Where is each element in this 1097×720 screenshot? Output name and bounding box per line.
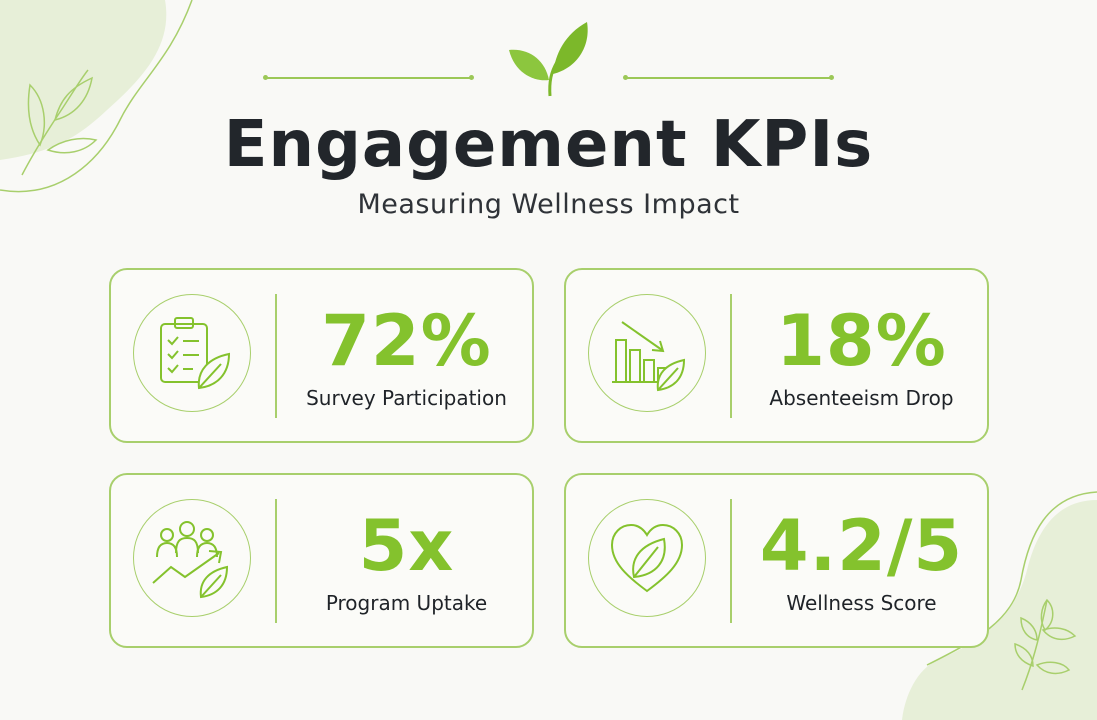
kpi-label: Wellness Score (786, 591, 937, 615)
kpi-divider (275, 294, 277, 418)
declining-bar-chart-leaf-icon (612, 321, 686, 392)
page-subtitle: Measuring Wellness Impact (357, 189, 740, 220)
header-divider-right (623, 75, 834, 80)
kpi-divider (730, 499, 732, 623)
kpi-icon-badge (133, 294, 251, 412)
kpi-value: 4.2/5 (759, 505, 964, 587)
kpi-icon-badge (588, 294, 706, 412)
heart-leaf-icon (610, 523, 684, 593)
kpi-icon-badge (588, 499, 706, 617)
people-growth-arrow-leaf-icon (152, 521, 229, 599)
kpi-icon-badge (133, 499, 251, 617)
kpi-label: Program Uptake (325, 591, 488, 615)
kpi-value: 5x (358, 505, 455, 587)
kpi-label: Survey Participation (306, 386, 507, 410)
kpi-value: 18% (776, 300, 947, 382)
kpi-card-absenteeism-drop: 18% Absenteeism Drop (564, 268, 989, 443)
header-divider-left (263, 75, 474, 80)
kpi-label: Absenteeism Drop (769, 386, 954, 410)
page-title: Engagement KPIs (223, 108, 874, 182)
clipboard-checklist-leaf-icon (160, 317, 231, 390)
leaf-sprout-icon (509, 22, 588, 97)
kpi-card-survey-participation: 72% Survey Participation (109, 268, 534, 443)
kpi-card-wellness-score: 4.2/5 Wellness Score (564, 473, 989, 648)
kpi-divider (730, 294, 732, 418)
kpi-card-program-uptake: 5x Program Uptake (109, 473, 534, 648)
kpi-value: 72% (321, 300, 492, 382)
kpi-divider (275, 499, 277, 623)
